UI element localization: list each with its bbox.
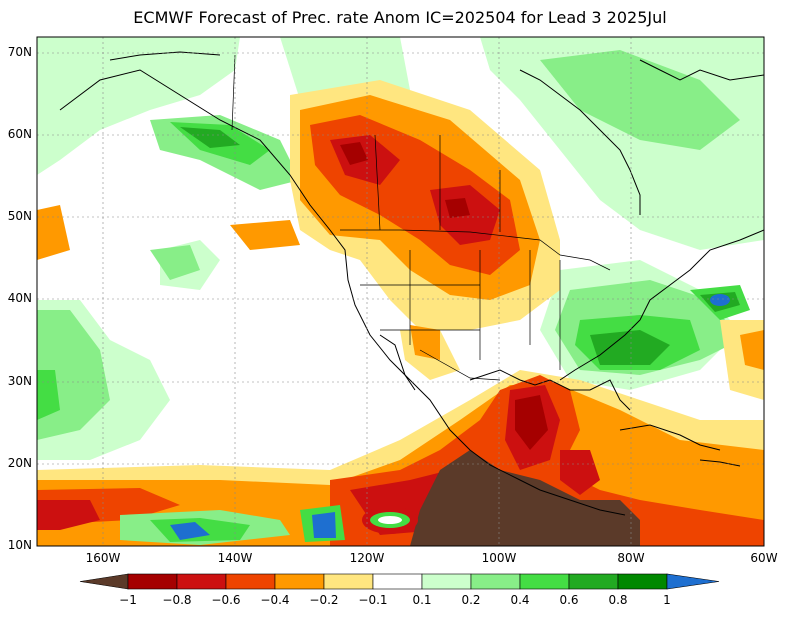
colorbar-tick-label: 0.8 (608, 593, 628, 607)
lon-label: 160W (85, 551, 121, 565)
colorbar-tick-label: 0.2 (461, 593, 481, 607)
lon-label: 120W (349, 551, 385, 565)
colorbar-swatch (225, 573, 276, 590)
colorbar-tick-label: −0.6 (211, 593, 241, 607)
lat-lon-grid (37, 37, 764, 546)
country-state-borders (231, 54, 611, 381)
colorbar-swatch (519, 573, 570, 590)
colorbar-tick-label: 0.6 (559, 593, 579, 607)
colorbar-swatch (176, 573, 227, 590)
lon-label: 60W (750, 551, 778, 565)
lon-label: 140W (217, 551, 253, 565)
lat-label: 20N (7, 456, 32, 470)
lat-label: 60N (7, 127, 32, 141)
colorbar-tick-label: 0.4 (510, 593, 530, 607)
colorbar-tick-label: −1 (119, 593, 137, 607)
lat-label: 40N (7, 291, 32, 305)
colorbar-swatch (274, 573, 325, 590)
colorbar-tick-label: 0.1 (412, 593, 432, 607)
colorbar-tick-label: 1 (663, 593, 671, 607)
lat-label: 30N (7, 374, 32, 388)
colorbar-tick-label: −0.8 (162, 593, 192, 607)
lat-label: 70N (7, 45, 32, 59)
lat-label: 10N (7, 538, 32, 552)
colorbar-swatch (79, 573, 129, 590)
colorbar-swatch (421, 573, 472, 590)
tropical-wet-spots (120, 294, 730, 545)
plot-frame (36, 36, 765, 547)
dark-red-anomaly-regions (340, 142, 548, 450)
coastlines (59, 51, 764, 516)
colorbar-swatch (470, 573, 521, 590)
colorbar-tick-label: −0.1 (358, 593, 388, 607)
map-title: ECMWF Forecast of Prec. rate Anom IC=202… (133, 8, 667, 27)
lon-label: 100W (481, 551, 517, 565)
colorbar-swatch (127, 573, 178, 590)
lon-label: 80W (617, 551, 645, 565)
colorbar-swatch (666, 573, 720, 590)
brown-anomaly-region (410, 450, 640, 546)
colorbar (79, 573, 720, 590)
colorbar-swatch (617, 573, 668, 590)
colorbar-swatch (372, 573, 423, 590)
lat-label: 50N (7, 209, 32, 223)
colorbar-swatch (323, 573, 374, 590)
colorbar-swatch (568, 573, 619, 590)
colorbar-tick-label: −0.4 (260, 593, 290, 607)
colorbar-tick-label: −0.2 (309, 593, 339, 607)
